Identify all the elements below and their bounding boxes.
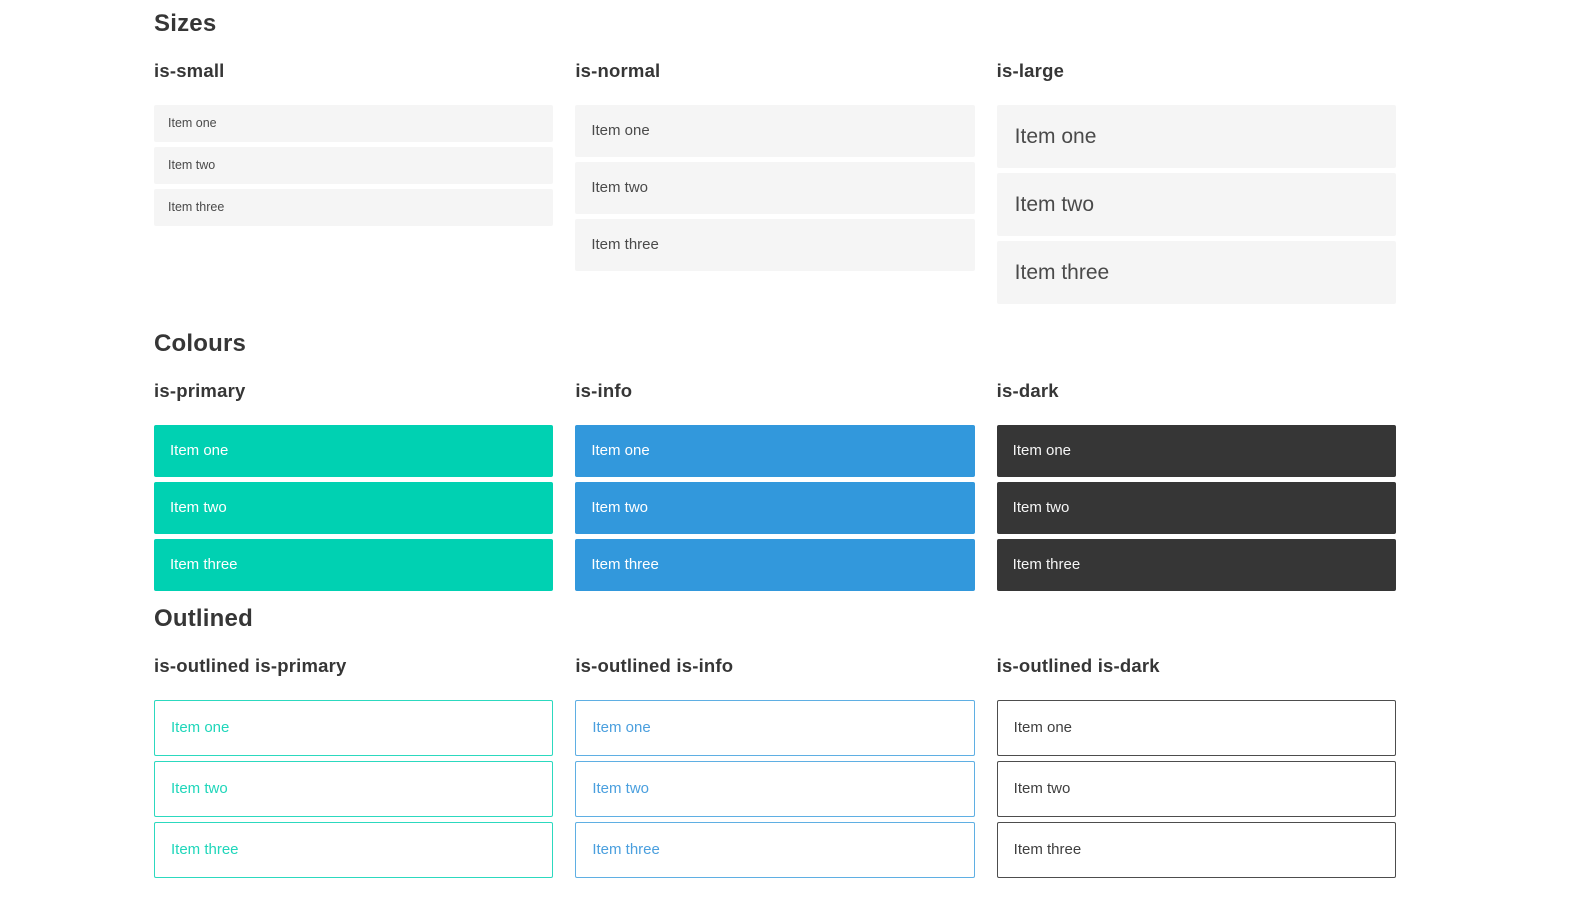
group-label-is-primary: is-primary — [154, 380, 246, 401]
list-is-dark: Item one Item two Item three — [996, 425, 1396, 591]
section-outlined: Outlined is-outlined is-primary Item one… — [154, 605, 1396, 878]
list-item[interactable]: Item three — [996, 822, 1396, 878]
list-is-info: Item one Item two Item three — [575, 425, 975, 591]
list-item[interactable]: Item three — [575, 539, 975, 591]
group-label-is-info: is-info — [575, 380, 633, 401]
list-item[interactable]: Item one — [996, 700, 1396, 756]
list-item[interactable]: Item two — [575, 162, 975, 214]
list-item[interactable]: Item one — [575, 700, 975, 756]
group-label-is-large: is-large — [996, 60, 1065, 81]
section-title-colours: Colours — [154, 330, 247, 357]
list-item[interactable]: Item one — [575, 425, 975, 477]
list-item[interactable]: Item one — [996, 105, 1396, 168]
colours-grid: is-primary Item one Item two Item three … — [154, 379, 1396, 591]
list-is-small: Item one Item two Item three — [154, 105, 554, 226]
list-item[interactable]: Item one — [154, 700, 554, 756]
group-is-normal: is-normal Item one Item two Item three — [575, 59, 975, 304]
group-is-small: is-small Item one Item two Item three — [154, 59, 554, 304]
list-item[interactable]: Item one — [154, 105, 554, 142]
list-is-large: Item one Item two Item three — [996, 105, 1396, 304]
group-label-is-outlined-is-dark: is-outlined is-dark — [996, 655, 1160, 676]
section-title-outlined: Outlined — [154, 605, 253, 632]
group-is-dark: is-dark Item one Item two Item three — [996, 379, 1396, 591]
group-is-outlined-is-info: is-outlined is-info Item one Item two It… — [575, 654, 975, 878]
list-item[interactable]: Item three — [996, 539, 1396, 591]
group-is-outlined-is-dark: is-outlined is-dark Item one Item two It… — [996, 654, 1396, 878]
group-label-is-normal: is-normal — [575, 60, 661, 81]
section-colours: Colours is-primary Item one Item two Ite… — [154, 330, 1396, 591]
list-item[interactable]: Item two — [996, 482, 1396, 534]
list-item[interactable]: Item three — [575, 822, 975, 878]
list-item[interactable]: Item three — [996, 241, 1396, 304]
list-item[interactable]: Item one — [154, 425, 554, 477]
group-is-outlined-is-primary: is-outlined is-primary Item one Item two… — [154, 654, 554, 878]
section-sizes: Sizes is-small Item one Item two Item th… — [154, 10, 1396, 304]
list-item[interactable]: Item two — [154, 761, 554, 817]
list-is-outlined-is-info: Item one Item two Item three — [575, 700, 975, 878]
list-item[interactable]: Item three — [154, 822, 554, 878]
group-label-is-outlined-is-info: is-outlined is-info — [575, 655, 734, 676]
list-item[interactable]: Item three — [154, 539, 554, 591]
outlined-grid: is-outlined is-primary Item one Item two… — [154, 654, 1396, 878]
list-item[interactable]: Item one — [996, 425, 1396, 477]
list-item[interactable]: Item two — [575, 761, 975, 817]
sizes-grid: is-small Item one Item two Item three is… — [154, 59, 1396, 304]
group-is-info: is-info Item one Item two Item three — [575, 379, 975, 591]
list-item[interactable]: Item two — [575, 482, 975, 534]
list-item[interactable]: Item two — [154, 147, 554, 184]
list-is-primary: Item one Item two Item three — [154, 425, 554, 591]
component-style-guide-page: Sizes is-small Item one Item two Item th… — [154, 10, 1396, 878]
section-title-sizes: Sizes — [154, 10, 217, 37]
group-label-is-dark: is-dark — [996, 380, 1059, 401]
list-item[interactable]: Item three — [575, 219, 975, 271]
list-is-normal: Item one Item two Item three — [575, 105, 975, 271]
group-is-large: is-large Item one Item two Item three — [996, 59, 1396, 304]
list-item[interactable]: Item two — [996, 173, 1396, 236]
list-item[interactable]: Item two — [996, 761, 1396, 817]
list-is-outlined-is-dark: Item one Item two Item three — [996, 700, 1396, 878]
list-item[interactable]: Item one — [575, 105, 975, 157]
list-item[interactable]: Item two — [154, 482, 554, 534]
group-label-is-outlined-is-primary: is-outlined is-primary — [154, 655, 347, 676]
group-label-is-small: is-small — [154, 60, 225, 81]
list-is-outlined-is-primary: Item one Item two Item three — [154, 700, 554, 878]
group-is-primary: is-primary Item one Item two Item three — [154, 379, 554, 591]
list-item[interactable]: Item three — [154, 189, 554, 226]
